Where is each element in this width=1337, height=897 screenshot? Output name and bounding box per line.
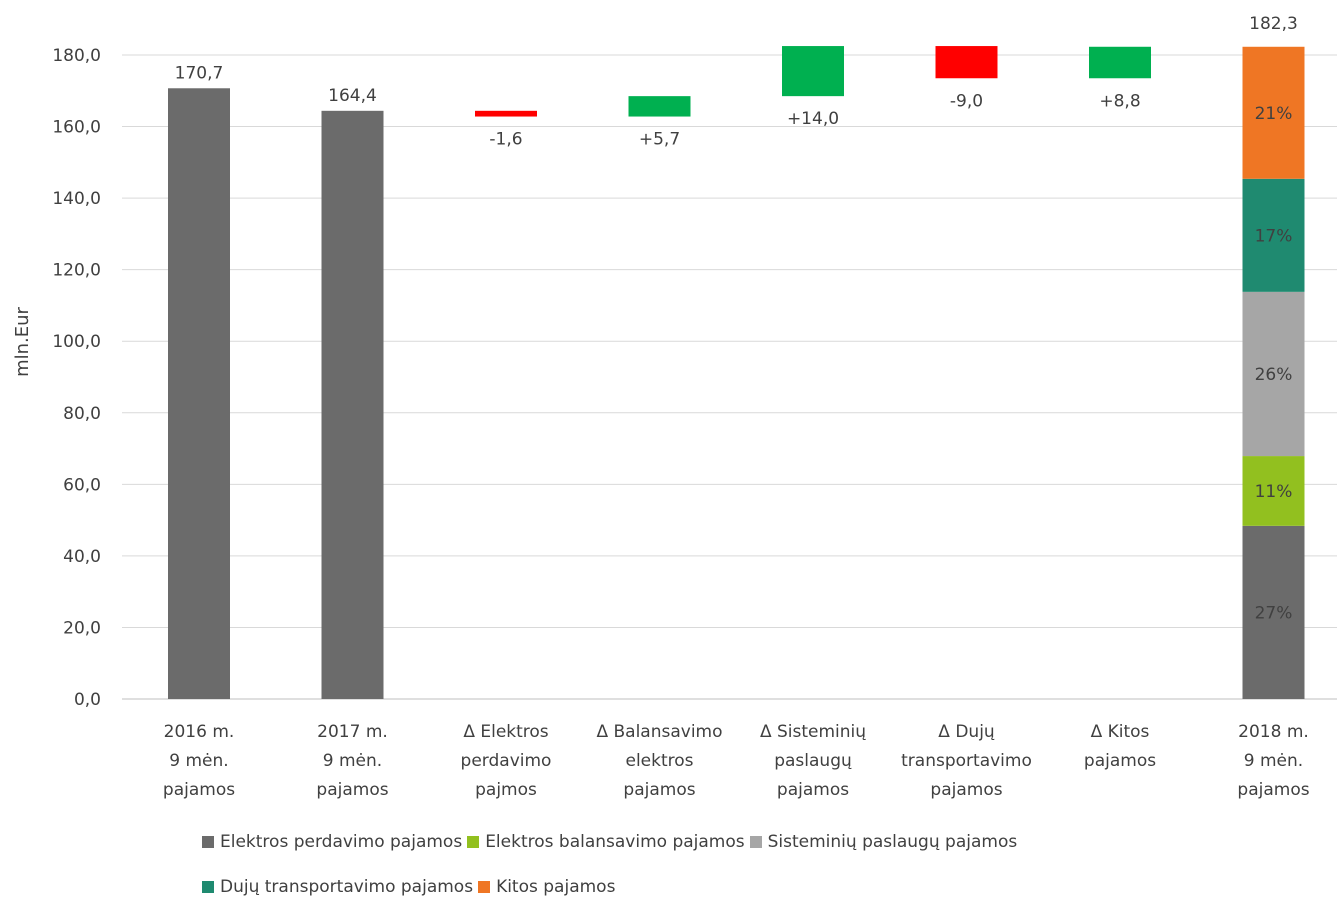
legend-swatch: [467, 836, 480, 848]
y-tick-label: 180,0: [52, 46, 101, 66]
data-label: 170,7: [175, 63, 224, 83]
x-category-label: pajamos: [163, 780, 235, 800]
legend-label: Sisteminių paslaugų pajamos: [767, 832, 1018, 852]
stacked-segment: [1242, 291, 1305, 457]
y-tick-label: 120,0: [52, 261, 101, 281]
x-category-label: Δ Balansavimo: [596, 722, 722, 742]
data-label: 164,4: [328, 86, 377, 106]
legend-item: Elektros perdavimo pajamos: [202, 832, 462, 852]
legend-label: Dujų transportavimo pajamos: [220, 877, 474, 897]
x-category-label: transportavimo: [901, 751, 1032, 771]
legend-item: Sisteminių paslaugų pajamos: [749, 832, 1018, 852]
x-category-label: Δ Dujų: [938, 722, 995, 742]
gridlines: [122, 54, 1337, 700]
data-label: +14,0: [787, 109, 839, 129]
legend-label: Kitos pajamos: [496, 877, 616, 897]
x-category-label: 9 mėn.: [169, 751, 228, 771]
x-category-label: elektros: [625, 751, 693, 771]
x-category-label: 9 mėn.: [323, 751, 382, 771]
x-category-label: pajamos: [1084, 751, 1156, 771]
stacked-segment: [1242, 46, 1305, 179]
segment-label: 11%: [1255, 482, 1293, 502]
y-tick-label: 140,0: [52, 189, 101, 209]
data-label: 182,3: [1249, 14, 1298, 34]
y-tick-label: 20,0: [63, 618, 101, 638]
decrease-bar: [475, 110, 537, 117]
x-category-label: pajamos: [1237, 780, 1309, 800]
stacked-segment: [1242, 178, 1305, 292]
total-bar: [321, 110, 384, 699]
x-category-label: 2018 m.: [1238, 722, 1309, 742]
x-axis-labels: 2016 m. 9 mėn. pajamos 2017 m. 9 mėn. pajamos…: [163, 722, 1310, 800]
legend-row-2: Dujų transportavimo pajamos Kitos pajamos: [202, 877, 620, 897]
y-tick-label: 80,0: [63, 404, 101, 424]
segment-label: 17%: [1255, 226, 1293, 246]
data-label: +5,7: [639, 130, 680, 150]
legend-swatch: [478, 881, 491, 893]
segment-label: 26%: [1255, 365, 1293, 385]
x-category-label: Δ Sisteminių: [760, 722, 866, 742]
segment-label: 27%: [1255, 603, 1293, 623]
data-label: -9,0: [950, 91, 983, 111]
increase-bar: [1089, 46, 1151, 79]
increase-bar: [782, 46, 844, 97]
stacked-segment: [1242, 456, 1305, 526]
x-category-label: pajamos: [930, 780, 1002, 800]
legend-swatch: [749, 836, 762, 848]
x-category-label: perdavimo: [461, 751, 552, 771]
x-category-label: 2016 m.: [164, 722, 235, 742]
legend-swatch: [202, 881, 214, 893]
y-axis-label: mln.Eur: [12, 306, 33, 376]
increase-bar: [628, 96, 691, 117]
legend-item: Kitos pajamos: [478, 877, 615, 897]
y-tick-label: 40,0: [63, 547, 101, 567]
y-axis-ticks: 0,0 20,0 40,0 60,0 80,0 100,0 120,0 140,0 160,0 1…: [52, 46, 101, 710]
x-category-label: pajamos: [623, 780, 695, 800]
x-category-label: pajmos: [475, 780, 537, 800]
x-category-label: pajamos: [316, 780, 388, 800]
legend-label: Elektros balansavimo pajamos: [485, 832, 745, 852]
x-category-label: Δ Elektros: [463, 722, 548, 742]
legend-row-1: Elektros perdavimo pajamos Elektros balan…: [202, 832, 1022, 852]
x-category-label: paslaugų: [774, 751, 852, 771]
legend-swatch: [202, 836, 214, 848]
x-category-label: 9 mėn.: [1244, 751, 1303, 771]
y-tick-label: 100,0: [52, 332, 101, 352]
bars: 170,7 164,4 -1,6 +5,7 +14,0 -9,0 +8,8 27% 11% 26%…: [168, 14, 1305, 700]
x-category-label: 2017 m.: [317, 722, 388, 742]
data-label: -1,6: [489, 130, 522, 150]
total-bar: [168, 88, 230, 700]
legend-item: Elektros balansavimo pajamos: [467, 832, 745, 852]
segment-label: 21%: [1255, 104, 1293, 124]
y-tick-label: 0,0: [74, 690, 101, 710]
y-tick-label: 160,0: [52, 118, 101, 138]
x-category-label: Δ Kitos: [1091, 722, 1150, 742]
y-tick-label: 60,0: [63, 475, 101, 495]
legend-label: Elektros perdavimo pajamos: [220, 832, 463, 852]
legend-item: Dujų transportavimo pajamos: [202, 877, 473, 897]
data-label: +8,8: [1099, 91, 1140, 111]
x-category-label: pajamos: [777, 780, 849, 800]
stacked-segment: [1242, 525, 1305, 699]
decrease-bar: [935, 46, 998, 79]
